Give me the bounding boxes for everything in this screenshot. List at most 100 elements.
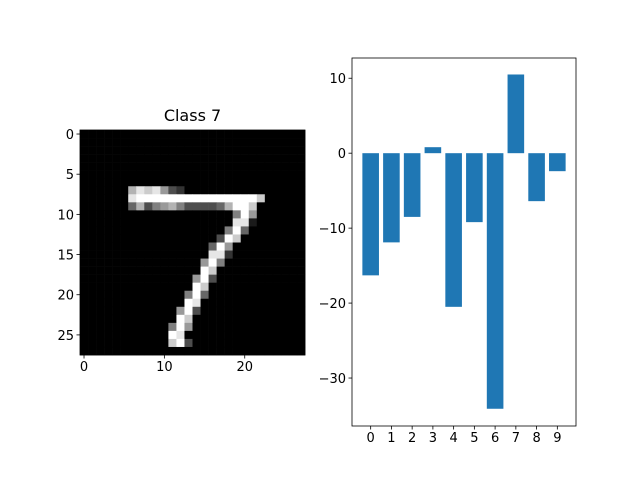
pixel xyxy=(200,306,209,316)
pixel xyxy=(184,274,193,283)
pixel xyxy=(176,274,185,283)
pixel xyxy=(96,130,105,139)
pixel xyxy=(216,338,225,348)
pixel xyxy=(192,218,201,227)
pixel xyxy=(200,322,209,332)
pixel xyxy=(160,314,169,324)
y-tick-label: −10 xyxy=(319,222,346,237)
pixel xyxy=(208,298,217,308)
pixel xyxy=(136,138,145,147)
pixel xyxy=(224,338,233,348)
pixel xyxy=(96,282,105,292)
pixel xyxy=(280,146,290,155)
pixel xyxy=(136,218,145,227)
pixel xyxy=(296,298,306,308)
pixel xyxy=(272,258,282,267)
pixel xyxy=(136,282,145,292)
pixel xyxy=(296,258,306,267)
pixel xyxy=(224,330,233,340)
pixel xyxy=(168,346,177,356)
pixel xyxy=(264,234,274,243)
pixel xyxy=(88,314,97,324)
pixel xyxy=(296,186,306,195)
pixel xyxy=(184,130,193,139)
pixel xyxy=(152,290,161,300)
pixel xyxy=(136,194,145,203)
pixel xyxy=(168,314,177,324)
pixel xyxy=(240,274,250,283)
pixel xyxy=(144,170,153,179)
pixel xyxy=(248,346,258,356)
bar xyxy=(383,153,400,243)
pixel xyxy=(136,226,145,235)
pixel xyxy=(232,130,242,139)
pixel xyxy=(216,250,225,259)
pixel xyxy=(184,314,193,324)
pixel xyxy=(240,338,250,348)
pixel xyxy=(104,178,113,187)
pixel xyxy=(224,226,233,235)
pixel xyxy=(216,298,225,308)
pixel xyxy=(248,154,258,163)
pixel xyxy=(88,194,97,203)
pixel xyxy=(96,266,105,275)
pixel xyxy=(88,346,97,356)
pixel xyxy=(152,330,161,340)
pixel xyxy=(112,290,121,300)
pixel xyxy=(264,282,274,292)
axes-frame xyxy=(351,57,577,427)
pixel xyxy=(280,186,290,195)
pixel xyxy=(288,242,298,251)
x-tick-label: 6 xyxy=(491,431,499,446)
x-tick-label: 7 xyxy=(512,431,520,446)
pixel xyxy=(184,258,193,267)
pixel xyxy=(88,290,97,300)
pixel xyxy=(280,322,290,332)
pixel xyxy=(296,210,306,219)
pixel xyxy=(104,186,113,195)
pixel xyxy=(112,178,121,187)
pixel xyxy=(104,258,113,267)
pixel xyxy=(280,338,290,348)
pixel xyxy=(136,178,145,187)
pixel xyxy=(272,298,282,308)
pixel xyxy=(160,226,169,235)
pixel xyxy=(232,298,242,308)
pixel xyxy=(240,330,250,340)
pixel xyxy=(120,146,129,155)
pixel xyxy=(272,154,282,163)
pixel xyxy=(280,282,290,292)
pixel xyxy=(208,274,217,283)
pixel xyxy=(80,330,89,340)
pixel xyxy=(136,250,145,259)
pixel xyxy=(248,170,258,179)
pixel xyxy=(128,314,137,324)
pixel xyxy=(224,194,233,203)
pixel xyxy=(168,338,177,348)
pixel xyxy=(184,202,193,211)
pixel xyxy=(192,130,201,139)
pixel xyxy=(176,346,185,356)
pixel xyxy=(200,202,209,211)
pixel xyxy=(224,290,233,300)
pixel xyxy=(152,282,161,292)
pixel xyxy=(296,138,306,147)
pixel xyxy=(216,186,225,195)
pixel xyxy=(224,178,233,187)
pixel xyxy=(216,330,225,340)
pixel xyxy=(264,258,274,267)
y-tick-label: 0 xyxy=(338,147,346,162)
pixel xyxy=(232,234,242,243)
pixel xyxy=(248,338,258,348)
pixel xyxy=(192,266,201,275)
pixel xyxy=(280,178,290,187)
pixel xyxy=(144,154,153,163)
pixel xyxy=(96,138,105,147)
pixel xyxy=(240,282,250,292)
pixel xyxy=(168,130,177,139)
pixel xyxy=(136,274,145,283)
pixel xyxy=(256,314,266,324)
pixel xyxy=(240,138,250,147)
pixel xyxy=(120,330,129,340)
pixel xyxy=(112,186,121,195)
